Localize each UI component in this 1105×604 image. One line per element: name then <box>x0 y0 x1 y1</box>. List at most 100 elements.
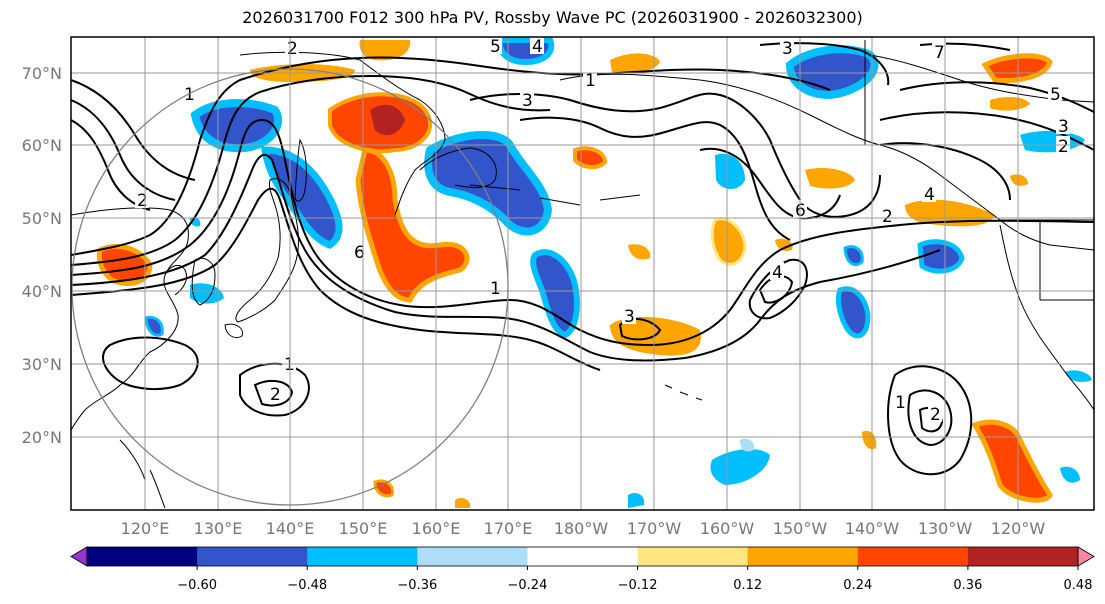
shade-patch <box>843 245 864 267</box>
pv-contour-label: 3 <box>522 91 533 111</box>
pv-contour-label: 7 <box>934 43 945 63</box>
longitude-labels: 120°E 130°E 140°E 150°E 160°E 170°E 180°W 170°W… <box>121 519 1046 538</box>
pv-contour-label: 4 <box>924 185 935 205</box>
shade-patch <box>455 497 471 508</box>
pv-contour-label: 2 <box>137 191 148 211</box>
colorbar-segment <box>637 547 749 566</box>
lon-label: 160°W <box>700 519 755 538</box>
pv-contour-label: 2 <box>1058 137 1069 157</box>
pv-contour-label: 1 <box>895 393 906 413</box>
lat-label: 20°N <box>22 428 62 447</box>
colorbar-tick-label: 0.12 <box>733 578 762 593</box>
range-circle <box>71 68 509 506</box>
colorbar-tick-label: −0.36 <box>397 578 437 593</box>
coastline <box>294 138 307 202</box>
pv-contour <box>70 118 1095 347</box>
shade-patch <box>355 147 470 303</box>
shade-patch <box>990 96 1030 111</box>
pv-contour-label: 5 <box>1050 85 1061 105</box>
pv-contour <box>70 119 151 211</box>
lon-label: 150°W <box>773 519 828 538</box>
coastline <box>869 54 1095 103</box>
coastline <box>70 207 189 431</box>
coastline <box>864 40 1094 301</box>
pv-contour <box>907 389 953 447</box>
pv-contour <box>102 336 199 390</box>
pv-contour <box>519 116 791 241</box>
shade-patch <box>905 199 995 227</box>
shade-patch <box>628 493 645 508</box>
pv-contour-label: 1 <box>585 71 596 91</box>
colorbar-segment <box>417 547 528 566</box>
colorbar-segment <box>857 547 969 566</box>
pv-contour <box>70 56 831 256</box>
lon-label: 150°E <box>339 519 388 538</box>
colorbar-segment <box>87 547 198 566</box>
lat-label: 50°N <box>22 209 62 228</box>
colorbar-ticks: −0.60 −0.48 −0.36 −0.24 −0.12 0.12 0.24 0.36 0.4… <box>177 566 1092 593</box>
lat-label: 40°N <box>22 282 62 301</box>
coastline <box>191 257 216 306</box>
shade-patch <box>710 448 770 485</box>
pv-contour-label: 4 <box>772 263 783 283</box>
colorbar-extend-high <box>1077 546 1095 567</box>
shade-patch <box>530 249 580 339</box>
colorbar-extend-low <box>70 546 88 567</box>
lon-label: 160°E <box>412 519 461 538</box>
shade-patch <box>610 53 660 74</box>
colorbar-tick-label: −0.12 <box>618 578 658 593</box>
shade-patch <box>1065 370 1092 382</box>
colorbar-segment <box>527 547 639 566</box>
pv-contour <box>919 42 1011 51</box>
colorbar-tick-label: −0.48 <box>287 578 327 593</box>
pv-contour <box>70 74 551 266</box>
shade-patch <box>424 131 553 236</box>
colorbar-segment <box>307 547 418 566</box>
lon-label: 140°W <box>845 519 900 538</box>
shade-patch <box>1060 466 1080 483</box>
shade-patch <box>971 419 1053 503</box>
shade-patch <box>628 244 651 260</box>
lon-label: 140°E <box>266 519 315 538</box>
latitude-labels: 70°N 60°N 50°N 40°N 30°N 20°N <box>22 64 62 447</box>
pv-contour-label: 1 <box>184 85 195 105</box>
pv-contour-label: 1 <box>284 355 295 375</box>
map-frame <box>70 36 1095 511</box>
pv-contour <box>879 142 1011 201</box>
colorbar-segment <box>967 547 1079 566</box>
coastline <box>469 184 641 206</box>
pv-contour <box>70 187 601 371</box>
pv-contour-label: 2 <box>882 207 893 227</box>
shade-patch <box>190 283 224 304</box>
shade-patch <box>144 315 164 337</box>
pv-contour <box>879 111 1095 151</box>
shade-patch <box>917 239 965 274</box>
colorbar-tick-label: 0.36 <box>953 578 982 593</box>
graticule <box>71 37 1094 510</box>
pv-contour <box>70 79 196 181</box>
shade-patch <box>835 286 871 339</box>
colorbar-segment <box>197 547 308 566</box>
colorbar <box>70 546 1095 567</box>
lon-label: 120°W <box>991 519 1046 538</box>
coastline <box>224 323 244 339</box>
lon-label: 170°E <box>484 519 533 538</box>
pv-contour-label: 2 <box>270 385 281 405</box>
pv-contour-label: 3 <box>624 307 635 327</box>
pv-contour-label: 2 <box>930 405 941 425</box>
shade-patch <box>715 153 745 189</box>
pv-contour-label: 3 <box>782 39 793 59</box>
shade-patch <box>1010 174 1028 186</box>
shade-patch <box>370 104 405 136</box>
shade-patch <box>573 146 608 169</box>
pv-contour <box>253 379 294 407</box>
shade-patch <box>710 217 747 266</box>
shade-patch <box>785 45 879 100</box>
coastline <box>999 224 1095 411</box>
colorbar-tick-label: −0.60 <box>177 578 217 593</box>
coastline <box>119 439 166 509</box>
pv-contour-label: 5 <box>490 37 501 57</box>
shade-patch <box>862 430 877 450</box>
pv-contour <box>70 153 941 362</box>
